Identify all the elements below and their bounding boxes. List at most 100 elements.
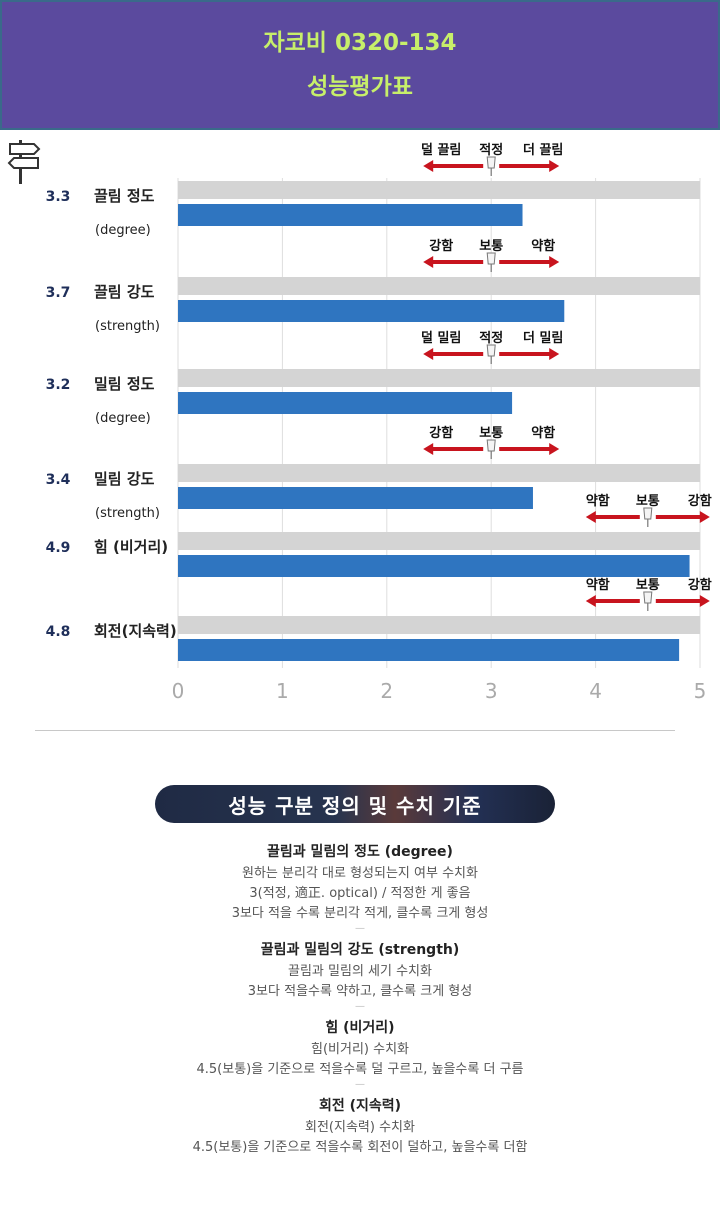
pin-icon [486, 439, 496, 452]
value-bar [178, 392, 513, 414]
header-banner: 자코비 0320-134 성능평가표 [0, 0, 720, 130]
track-bar [178, 464, 700, 482]
definition-line: 3보다 적을수록 약하고, 클수록 크게 형성 [247, 984, 473, 999]
track-bar [178, 616, 700, 634]
definition-block: 끌림과 밀림의 정도 (degree) 원하는 분리각 대로 형성되는지 여부 수… [60, 840, 660, 934]
scale-arrowhead-right [699, 595, 710, 607]
definition-title: 회전 (지속력) [318, 1098, 402, 1114]
row-sublabel: (strength) [95, 319, 160, 334]
section-divider [35, 730, 675, 731]
scale-label-right: 약함 [531, 425, 555, 441]
pin-icon [643, 591, 653, 604]
scale-label-center: 적정 [479, 330, 503, 346]
value-bar [178, 639, 680, 661]
definition-line: 회전(지속력) 수치화 [305, 1120, 415, 1135]
scale-arrowhead-left [423, 256, 434, 268]
pin-icon [486, 252, 496, 265]
row-label: 밀림 강도 [94, 470, 155, 488]
row-label: 힘 (비거리) [94, 538, 168, 556]
definition-title: 끌림과 밀림의 정도 (degree) [267, 844, 453, 860]
row-sublabel: (degree) [95, 411, 151, 426]
value-bar [178, 487, 533, 509]
scale-arrowhead-right [699, 511, 710, 523]
value-bar [178, 555, 690, 577]
value-bar [178, 300, 565, 322]
row-sublabel: (degree) [95, 223, 151, 238]
row-label: 끌림 정도 [94, 187, 155, 205]
row-score: 3.3 [46, 189, 71, 205]
definition-title: 끌림과 밀림의 강도 (strength) [260, 942, 460, 958]
definition-separator: — [355, 1079, 365, 1090]
row-score: 3.7 [46, 285, 71, 301]
scale-arrowhead-left [585, 511, 596, 523]
value-bar [178, 204, 523, 226]
scale-label-right: 약함 [531, 238, 555, 254]
pin-icon [486, 156, 496, 169]
row-label: 회전(지속력) [94, 622, 177, 640]
scale-label-center: 보통 [479, 239, 503, 254]
row-sublabel: (strength) [95, 506, 160, 521]
track-bar [178, 277, 700, 295]
scale-label-right: 더 끌림 [523, 142, 563, 158]
track-bar [178, 532, 700, 550]
scale-label-center: 보통 [479, 426, 503, 441]
scale-arrowhead-left [423, 348, 434, 360]
scale-label-center: 보통 [636, 494, 660, 509]
signpost-icon [7, 140, 41, 184]
track-bar [178, 181, 700, 199]
definition-separator: — [355, 923, 365, 934]
track-bar [178, 369, 700, 387]
x-tick-label: 0 [172, 679, 185, 703]
signpost-board-bottom [7, 157, 39, 169]
definition-line: 끌림과 밀림의 세기 수치화 [288, 964, 432, 979]
scale-arrowhead-left [423, 443, 434, 455]
x-tick-label: 2 [380, 679, 393, 703]
scale-label-left: 약함 [586, 493, 610, 509]
definition-line: 힘(비거리) 수치화 [311, 1042, 409, 1057]
scale-label-center: 보통 [636, 578, 660, 593]
scale-label-left: 강함 [429, 238, 453, 254]
x-tick-label: 1 [276, 679, 289, 703]
definition-block: 끌림과 밀림의 강도 (strength) 끌림과 밀림의 세기 수치화 3보다 적… [60, 938, 660, 1012]
definition-line: 4.5(보통)을 기준으로 적을수록 덜 구르고, 높을수록 더 구름 [196, 1062, 524, 1077]
scale-label-left: 덜 밀림 [421, 330, 461, 346]
definition-line: 원하는 분리각 대로 형성되는지 여부 수치화 [242, 866, 478, 881]
definition-line: 3보다 적을 수록 분리각 적게, 클수록 크게 형성 [231, 906, 489, 921]
row-label: 밀림 정도 [94, 375, 155, 393]
x-tick-label: 4 [589, 679, 602, 703]
signpost-board-top [9, 143, 41, 155]
row-score: 4.9 [46, 540, 71, 556]
scale-arrowhead-left [585, 595, 596, 607]
pin-icon [486, 344, 496, 357]
definition-separator: — [355, 1001, 365, 1012]
x-tick-label: 5 [694, 679, 707, 703]
x-tick-label: 3 [485, 679, 498, 703]
definitions-list: 끌림과 밀림의 정도 (degree) 원하는 분리각 대로 형성되는지 여부 수… [60, 840, 660, 1162]
scale-label-right: 강함 [688, 493, 712, 509]
scale-label-right: 더 밀림 [523, 330, 563, 346]
row-score: 3.4 [46, 472, 71, 488]
section-badge: 성능 구분 정의 및 수치 기준 [155, 785, 555, 823]
pin-icon [643, 507, 653, 520]
scale-label-left: 약함 [586, 577, 610, 593]
row-score: 4.8 [46, 624, 71, 640]
page-subtitle: 성능평가표 [307, 74, 413, 100]
definition-line: 4.5(보통)을 기준으로 적을수록 회전이 덜하고, 높을수록 더함 [192, 1140, 528, 1155]
definition-block: 힘 (비거리) 힘(비거리) 수치화 4.5(보통)을 기준으로 적을수록 덜 구르… [60, 1016, 660, 1090]
definition-title: 힘 (비거리) [325, 1020, 395, 1036]
scale-arrowhead-right [549, 443, 560, 455]
row-label: 끌림 강도 [94, 283, 155, 301]
scale-arrowhead-right [549, 160, 560, 172]
scale-label-right: 강함 [688, 577, 712, 593]
scale-arrowhead-left [423, 160, 434, 172]
section-badge-label: 성능 구분 정의 및 수치 기준 [228, 793, 482, 818]
product-title: 자코비 0320-134 [263, 30, 457, 56]
scale-arrowhead-right [549, 256, 560, 268]
scale-arrowhead-right [549, 348, 560, 360]
row-score: 3.2 [46, 377, 71, 393]
scale-label-left: 강함 [429, 425, 453, 441]
scale-label-left: 덜 끌림 [421, 142, 461, 158]
definition-block: 회전 (지속력) 회전(지속력) 수치화 4.5(보통)을 기준으로 적을수록 회전… [60, 1094, 660, 1158]
definition-line: 3(적정, 適正. optical) / 적정한 게 좋음 [249, 886, 471, 901]
